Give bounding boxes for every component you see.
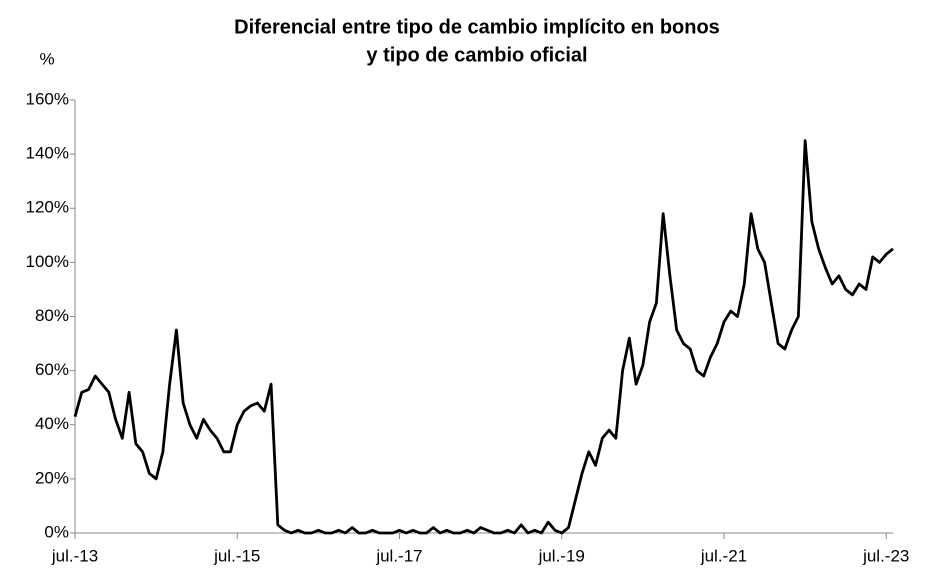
chart-title: Diferencial entre tipo de cambio implíci… — [234, 16, 720, 38]
y-tick-label: 60% — [35, 360, 69, 379]
y-tick-label: 20% — [35, 468, 69, 487]
y-tick-label: 0% — [44, 522, 69, 541]
y-tick-label: 120% — [26, 198, 69, 217]
x-tick-label: jul.-13 — [51, 546, 98, 565]
y-tick-label: 80% — [35, 306, 69, 325]
y-tick-label: 40% — [35, 414, 69, 433]
chart-title: y tipo de cambio oficial — [366, 44, 587, 66]
x-tick-label: jul.-19 — [538, 546, 585, 565]
x-tick-label: jul.-17 — [375, 546, 422, 565]
y-tick-label: 100% — [26, 252, 69, 271]
y-tick-label: 140% — [26, 144, 69, 163]
y-tick-label: 160% — [26, 89, 69, 108]
x-tick-label: jul.-21 — [700, 546, 747, 565]
x-tick-label: jul.-23 — [862, 546, 909, 565]
y-axis-label: % — [39, 49, 54, 68]
data-line — [73, 139, 894, 535]
x-tick-label: jul.-15 — [213, 546, 260, 565]
